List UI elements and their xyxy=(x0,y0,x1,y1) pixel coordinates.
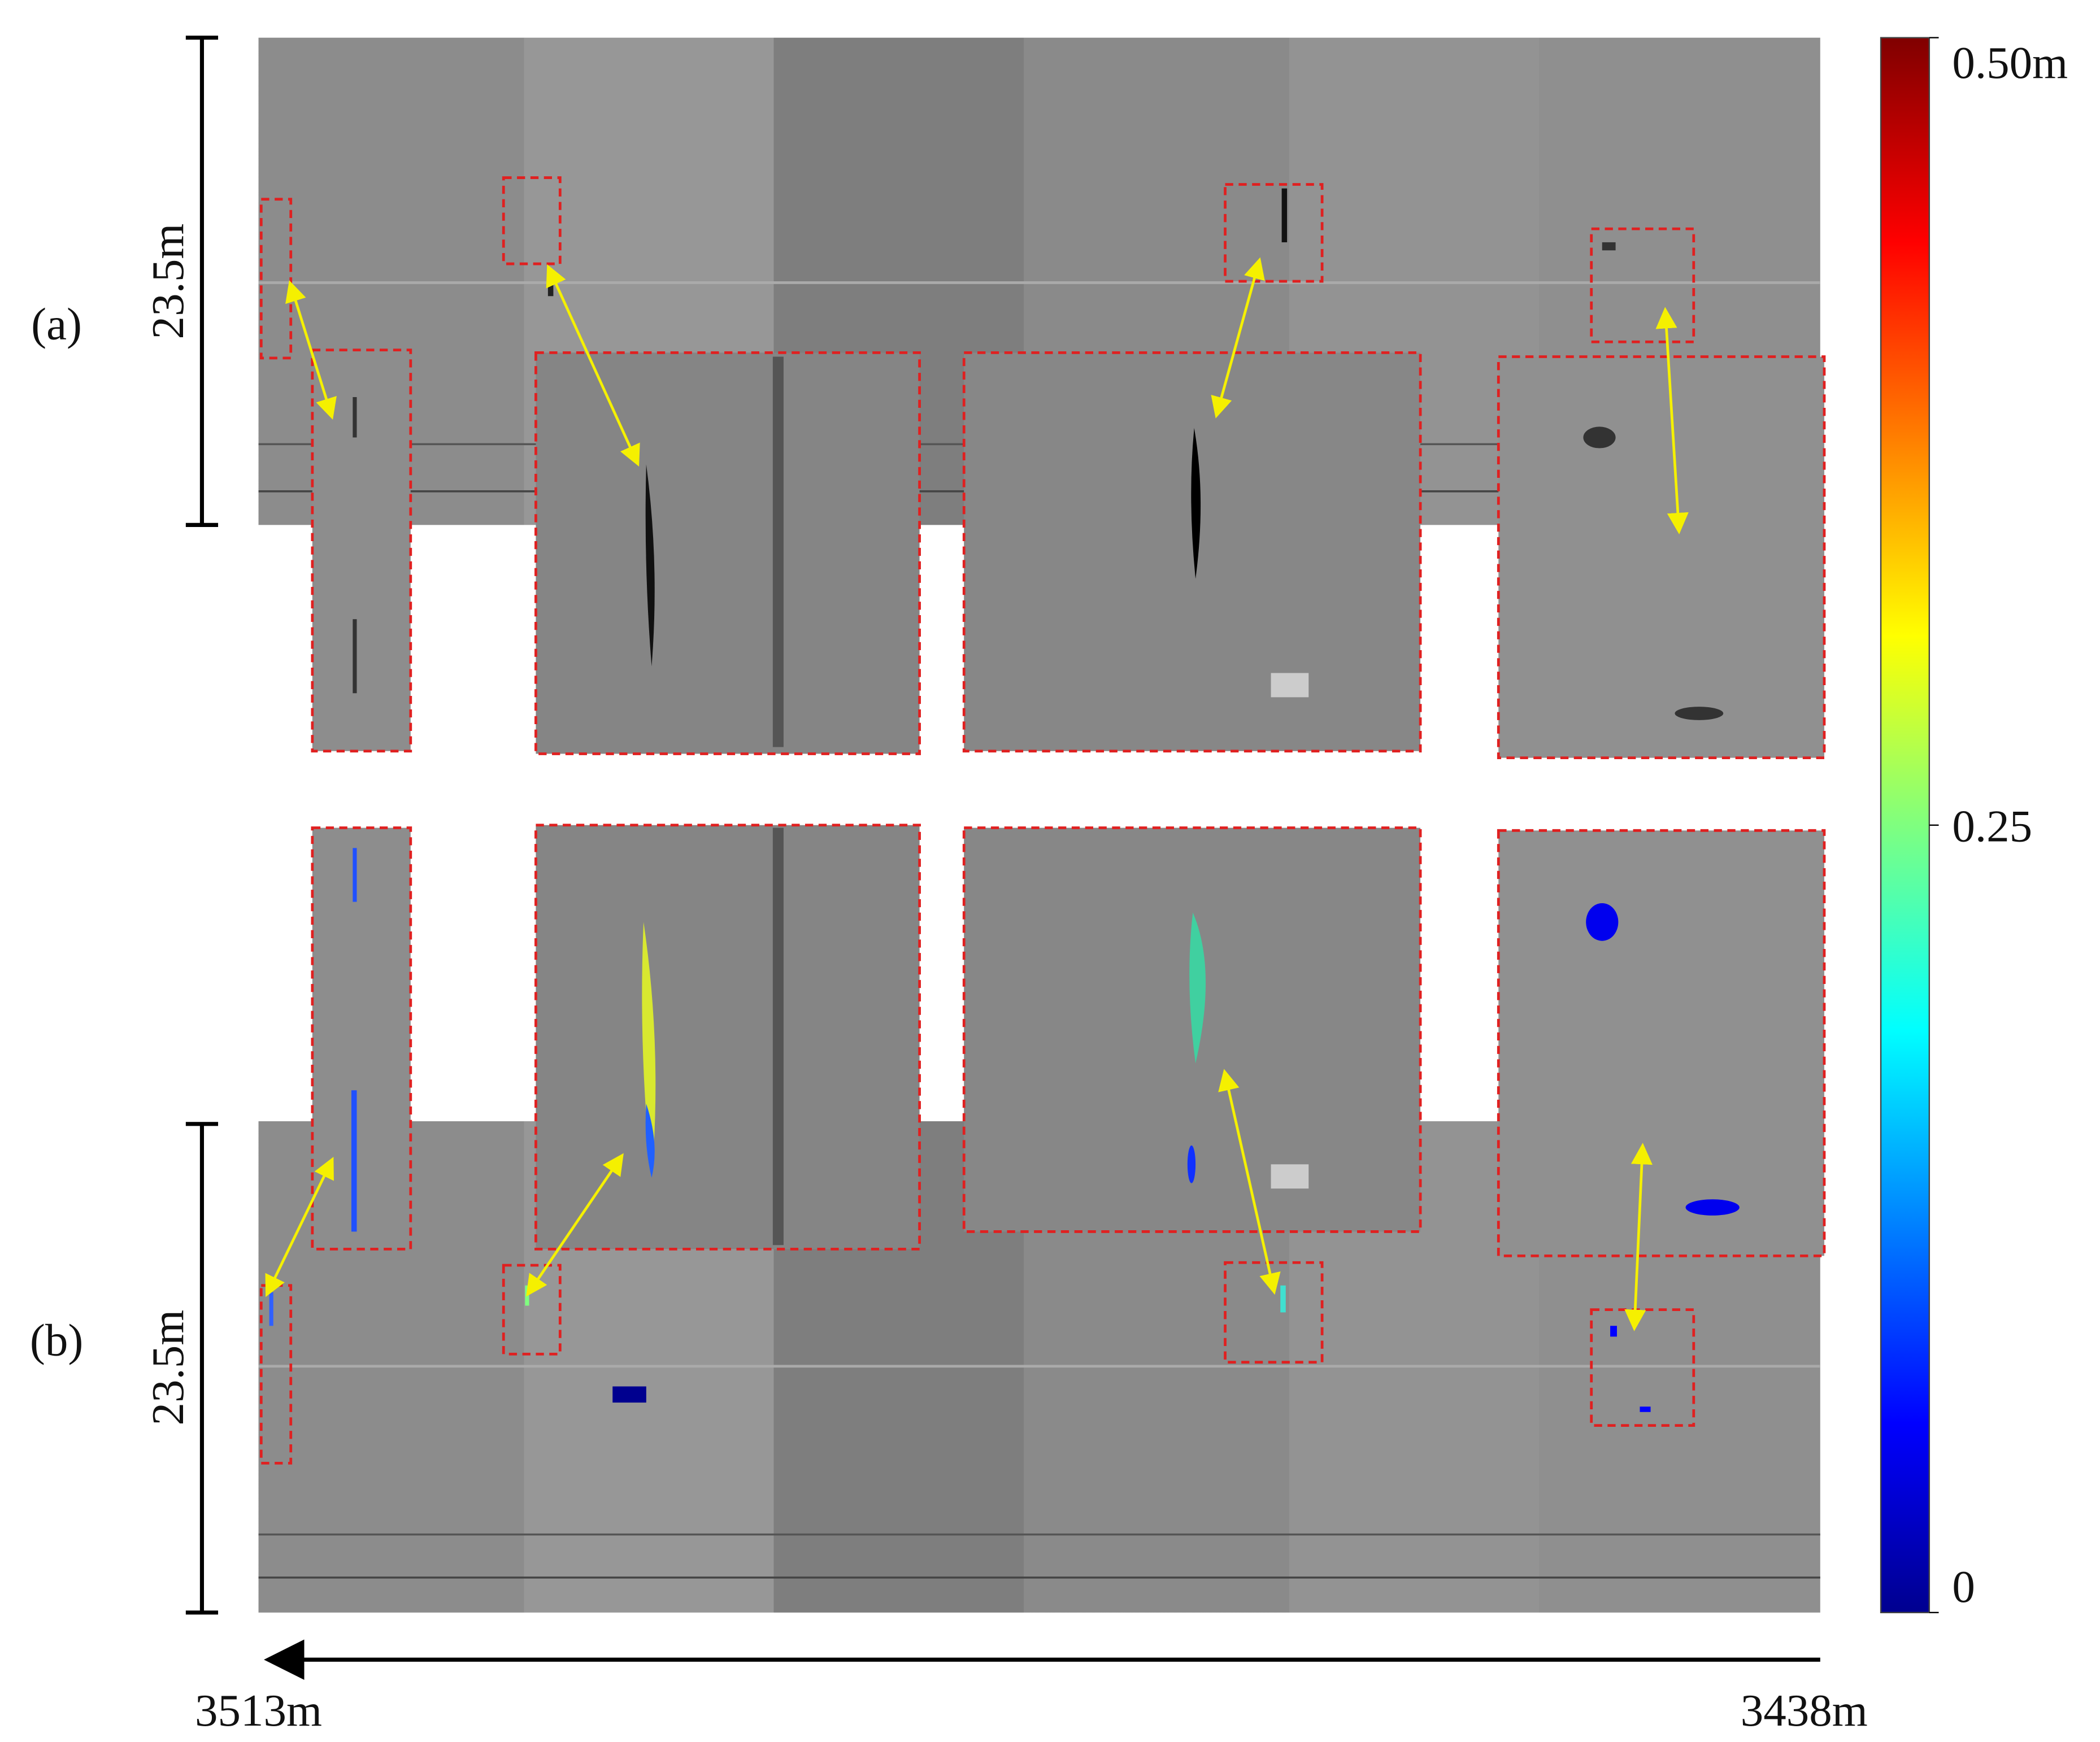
panel-label: (a) xyxy=(31,299,82,350)
height-label: 23.5m xyxy=(142,1310,193,1426)
colorbar-tick-label: 0 xyxy=(1952,1561,1975,1612)
zoom-b xyxy=(312,825,1824,1256)
distance-start-label: 3513m xyxy=(195,1685,322,1736)
colorbar-tick-label: 0.50m xyxy=(1952,37,2068,88)
height-scale-bars xyxy=(185,36,219,1615)
panel-label: (b) xyxy=(30,1315,83,1366)
callout-arrows xyxy=(265,257,1689,1331)
colorbar-ticks: 0 0.25 0.50m xyxy=(1929,37,2068,1614)
zoom-a xyxy=(312,350,1824,758)
height-label: 23.5m xyxy=(142,224,193,339)
colorbar xyxy=(1880,37,1931,1614)
distance-end-label: 3438m xyxy=(1741,1685,1868,1736)
colorbar-tick-label: 0.25 xyxy=(1952,800,2032,851)
figure-body: (a) (b) 23.5m 23.5m 3513m 3438m 0 0.25 0.5… xyxy=(30,36,2068,1736)
